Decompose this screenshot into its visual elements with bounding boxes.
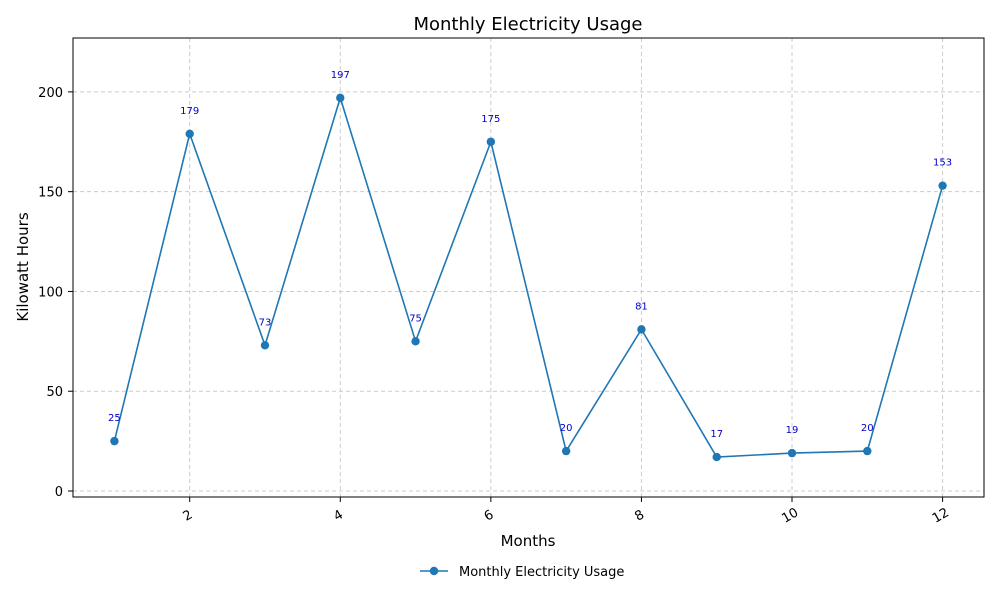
data-point[interactable] <box>260 341 270 350</box>
data-label: 20 <box>861 423 874 434</box>
y-tick-label: 150 <box>38 186 63 201</box>
data-label: 175 <box>481 114 500 125</box>
data-point[interactable] <box>561 446 571 456</box>
data-point[interactable] <box>938 181 947 190</box>
data-label: 75 <box>409 313 422 324</box>
x-tick-label: 6 <box>482 507 497 524</box>
data-label: 73 <box>259 317 272 328</box>
x-tick-label: 4 <box>331 507 346 524</box>
x-axis-title: Months <box>501 532 556 550</box>
legend-label: Monthly Electricity Usage <box>459 565 624 580</box>
x-tick-label: 10 <box>779 505 801 526</box>
y-axis-ticks: 0 50 100 150 200 <box>38 86 73 500</box>
x-tick-label: 12 <box>930 505 952 526</box>
y-tick-label: 50 <box>46 385 63 400</box>
data-point[interactable] <box>411 337 420 346</box>
data-point[interactable] <box>712 452 721 462</box>
x-tick-label: 8 <box>632 507 647 524</box>
data-point[interactable] <box>486 137 496 146</box>
y-tick-label: 0 <box>55 485 63 500</box>
series-line <box>113 95 944 458</box>
plot-area-frame <box>72 37 985 498</box>
data-label: 19 <box>786 425 799 436</box>
data-point[interactable] <box>863 446 872 456</box>
data-label: 20 <box>560 423 573 434</box>
data-label: 17 <box>710 429 723 440</box>
grid <box>73 38 984 497</box>
data-point[interactable] <box>787 448 797 458</box>
x-tick-label: 2 <box>181 507 196 524</box>
data-label: 179 <box>180 106 199 117</box>
chart-title: Monthly Electricity Usage <box>413 14 642 35</box>
data-label: 197 <box>331 70 350 81</box>
data-point[interactable] <box>637 325 646 334</box>
data-point[interactable] <box>336 93 345 103</box>
data-label: 25 <box>108 413 121 424</box>
legend[interactable]: Monthly Electricity Usage <box>420 565 624 580</box>
data-label: 153 <box>933 158 952 169</box>
data-point[interactable] <box>185 129 194 138</box>
data-point[interactable] <box>110 436 119 446</box>
legend-marker <box>429 566 439 576</box>
data-labels: 25 179 73 197 75 175 20 81 17 19 20 153 <box>108 70 952 440</box>
y-tick-label: 200 <box>38 86 63 101</box>
data-label: 81 <box>635 301 648 312</box>
series-layer <box>110 93 947 462</box>
y-tick-label: 100 <box>38 285 63 300</box>
x-axis-ticks: 2 4 6 8 10 12 <box>181 497 952 527</box>
y-axis-title: Kilowatt Hours <box>14 212 32 321</box>
